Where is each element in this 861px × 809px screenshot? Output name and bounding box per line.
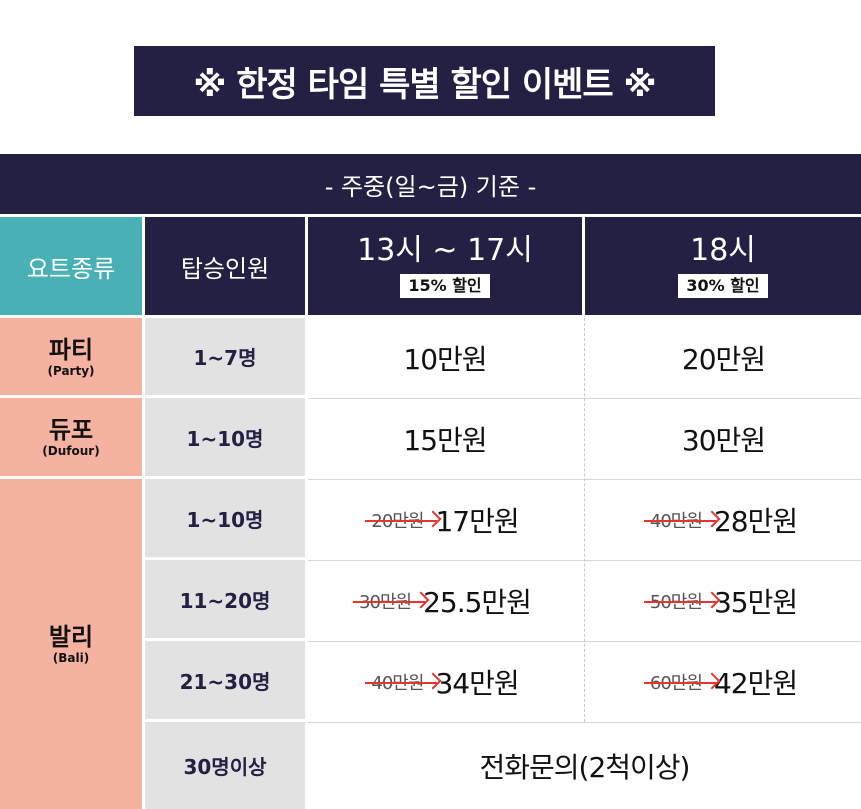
capacity-cell: 1~7명: [145, 318, 305, 395]
capacity-cell: 30명이상: [145, 722, 305, 809]
original-price: 30만원: [353, 588, 430, 614]
original-price: 40만원: [365, 669, 442, 695]
price-value: 34만원: [435, 667, 519, 700]
capacity-label: 1~10명: [186, 426, 264, 451]
header-slot2: 18시 30% 할인: [585, 217, 861, 315]
price-cell: 40만원 34만원: [308, 642, 582, 722]
yacht-bali-name: 발리: [48, 623, 94, 651]
strike-line: [365, 520, 438, 522]
yacht-bali-en: (Bali): [52, 651, 90, 665]
price-value: 35만원: [713, 586, 798, 619]
price-cell: 30만원 25.5만원: [308, 561, 582, 641]
original-price: 50만원: [643, 588, 721, 614]
original-price: 40만원: [643, 507, 721, 533]
price-value: 28만원: [713, 505, 798, 538]
original-price: 60만원: [643, 669, 721, 695]
header-capacity: 탑승인원: [145, 217, 305, 315]
price-value: 17만원: [435, 505, 519, 538]
capacity-label: 21~30명: [179, 669, 271, 694]
capacity-cell: 1~10명: [145, 398, 305, 476]
price-cell: 30만원: [586, 399, 861, 479]
strike-line: [643, 601, 716, 603]
yacht-party: 파티 (Party): [0, 318, 142, 395]
capacity-cell: 11~20명: [145, 560, 305, 638]
price-cell: 60만원 42만원: [586, 642, 861, 722]
price-value: 15만원: [403, 424, 487, 457]
header-yacht-type: 요트종류: [0, 217, 142, 315]
price-cell: 20만원 17만원: [308, 480, 582, 560]
capacity-cell: 21~30명: [145, 641, 305, 719]
yacht-dufour-name: 듀포: [48, 416, 94, 444]
inquiry-cell: 전화문의(2척이상): [308, 723, 861, 809]
strike-line: [643, 682, 716, 684]
yacht-dufour: 듀포 (Dufour): [0, 398, 142, 476]
yacht-dufour-en: (Dufour): [42, 444, 100, 458]
capacity-label: 1~10명: [186, 507, 264, 532]
yacht-party-name: 파티: [48, 335, 94, 364]
slot2-discount-badge: 30% 할인: [678, 274, 768, 298]
banner-title: ※ 한정 타임 특별 할인 이벤트 ※: [193, 64, 656, 105]
capacity-cell: 1~10명: [145, 479, 305, 557]
column-divider: [584, 318, 585, 722]
phone-inquiry-text: 전화문의(2척이상): [479, 751, 691, 784]
capacity-label: 11~20명: [179, 588, 271, 613]
price-cell: 40만원 28만원: [586, 480, 861, 560]
original-price: 20만원: [365, 507, 442, 533]
price-value: 30만원: [681, 424, 766, 457]
slot1-discount-badge: 15% 할인: [400, 274, 490, 298]
price-value: 25.5만원: [423, 586, 532, 619]
weekday-subheading: - 주중(일~금) 기준 -: [0, 154, 861, 214]
strike-line: [365, 682, 438, 684]
price-value: 10만원: [403, 343, 487, 376]
header-yacht-type-label: 요트종류: [26, 254, 116, 283]
subheading-text: - 주중(일~금) 기준 -: [324, 172, 537, 201]
event-banner: ※ 한정 타임 특별 할인 이벤트 ※: [134, 46, 715, 116]
slot2-time-label: 18시: [690, 233, 756, 268]
capacity-label: 30명이상: [183, 755, 267, 779]
price-cell: 20만원: [586, 318, 861, 398]
price-cell: 15만원: [308, 399, 582, 479]
price-cell: 10만원: [308, 318, 582, 398]
price-cell: 50만원 35만원: [586, 561, 861, 641]
price-value: 20만원: [681, 343, 766, 376]
yacht-party-en: (Party): [47, 363, 95, 378]
strike-line: [643, 520, 716, 522]
yacht-bali: 발리 (Bali): [0, 479, 142, 809]
header-capacity-label: 탑승인원: [180, 254, 270, 283]
slot1-time-label: 13시 ~ 17시: [357, 233, 533, 268]
capacity-label: 1~7명: [193, 346, 257, 370]
price-value: 42만원: [713, 667, 798, 700]
header-slot1: 13시 ~ 17시 15% 할인: [308, 217, 582, 315]
row-divider: [308, 722, 861, 723]
strike-line: [353, 601, 426, 603]
